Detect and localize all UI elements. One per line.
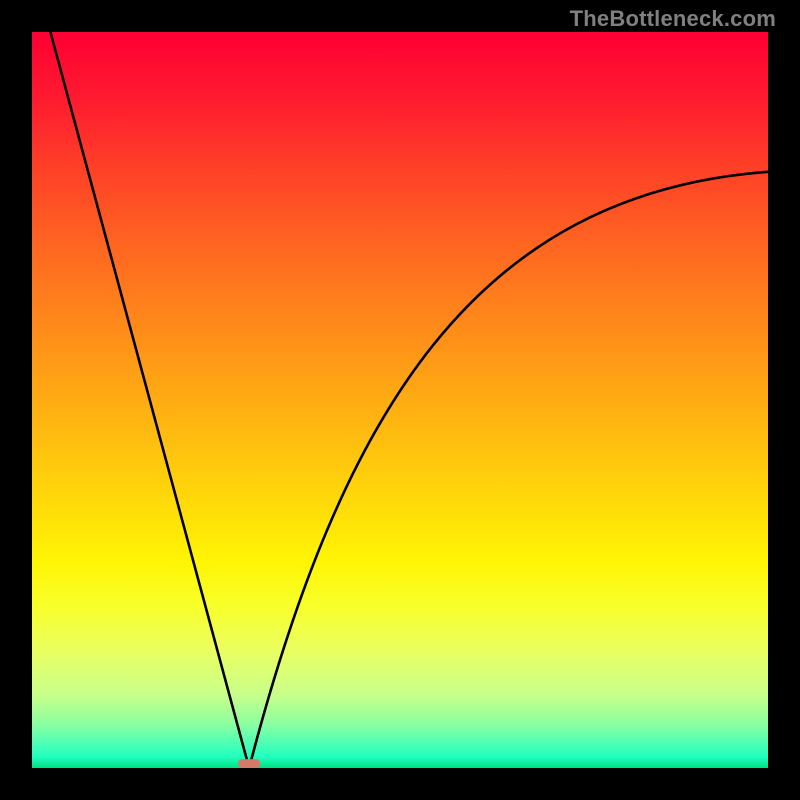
minimum-marker xyxy=(238,759,260,768)
plot-area xyxy=(32,32,768,768)
bottleneck-curve xyxy=(32,32,768,768)
watermark-text: TheBottleneck.com xyxy=(570,6,776,32)
